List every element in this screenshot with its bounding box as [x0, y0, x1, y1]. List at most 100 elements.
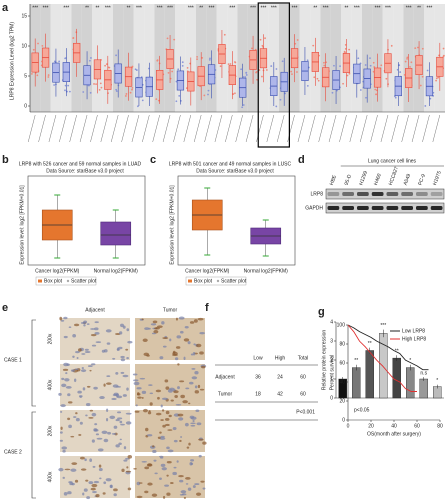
- ihc-cell: [184, 422, 189, 427]
- ihc-cell: [159, 477, 162, 481]
- x-tick-label-stub: [411, 114, 420, 143]
- ihc-cell: [141, 318, 144, 321]
- ihc-cell: [61, 446, 68, 450]
- column-label: Adjacent: [85, 307, 105, 313]
- ihc-cell: [172, 427, 177, 431]
- ihc-cell: [185, 477, 191, 480]
- ihc-cell: [180, 330, 184, 334]
- ihc-cell: [92, 465, 96, 468]
- ihc-cell: [164, 379, 169, 383]
- ihc-cell: [93, 480, 100, 484]
- scatter-dot: [90, 57, 92, 59]
- ihc-image: [60, 318, 130, 360]
- scatter-dot: [157, 99, 160, 102]
- blot-band: [416, 206, 428, 210]
- scatter-dot: [125, 93, 128, 95]
- ihc-cell: [199, 351, 204, 355]
- significance: ***: [250, 5, 256, 11]
- ihc-cell: [153, 329, 159, 334]
- x-tick-label-stub: [162, 114, 171, 143]
- legend-label: Box plot: [194, 278, 213, 284]
- x-tick-label-stub: [100, 114, 109, 143]
- scatter-dot: [167, 71, 170, 74]
- scatter-dot: [346, 74, 349, 77]
- scatter-dot: [234, 92, 236, 95]
- scatter-dot: [421, 47, 424, 50]
- scatter-dot: [270, 65, 273, 67]
- ihc-cell: [194, 483, 200, 486]
- scatter-dot: [207, 93, 209, 96]
- scatter-dot: [115, 90, 118, 93]
- x-tick-label: Normal log2(FPKM): [94, 268, 139, 274]
- ihc-cell: [86, 323, 90, 326]
- ihc-cell: [115, 444, 120, 448]
- ihc-cell: [70, 468, 77, 472]
- ihc-cell: [202, 487, 206, 490]
- blot: [325, 202, 445, 214]
- ihc-cell: [68, 481, 73, 484]
- ihc-cell: [141, 390, 147, 394]
- significance: ***: [157, 5, 163, 11]
- ihc-cell: [156, 325, 163, 329]
- ihc-cell: [73, 416, 77, 418]
- ihc-cell: [142, 338, 148, 343]
- significance: ***: [375, 5, 381, 11]
- ihc-cell: [175, 346, 181, 349]
- table-cell: 60: [300, 374, 306, 380]
- significance: **: [313, 5, 317, 11]
- ihc-cell: [166, 492, 171, 496]
- scatter-dot: [36, 74, 39, 77]
- ihc-cell: [91, 439, 95, 443]
- ihc-cell: [103, 481, 107, 485]
- ihc-cell: [84, 458, 87, 462]
- scatter-dot: [89, 59, 91, 62]
- ihc-cell: [94, 332, 100, 335]
- ihc-cell: [191, 376, 198, 380]
- significance: ***: [167, 5, 173, 11]
- ihc-cell: [151, 332, 156, 335]
- ihc-cell: [94, 327, 99, 331]
- x-tick-label-stub: [256, 114, 264, 143]
- scatter-dot: [255, 71, 257, 74]
- ihc-cell: [64, 468, 71, 471]
- ihc-cell: [161, 467, 167, 471]
- scatter-dot: [281, 60, 284, 63]
- scatter-dot: [317, 79, 320, 82]
- x-tick-label-stub: [422, 114, 430, 143]
- plot-frame: [27, 175, 146, 266]
- y-tick-label: 100: [337, 322, 346, 328]
- ihc-cell: [197, 384, 201, 389]
- scatter-dot: [64, 89, 66, 92]
- ihc-cell: [152, 445, 155, 448]
- scatter-dot: [208, 58, 211, 61]
- scatter-dot: [442, 54, 445, 57]
- scatter-dot: [406, 57, 408, 60]
- scatter-dot: [41, 44, 44, 47]
- ihc-cell: [73, 323, 80, 327]
- ihc-cell: [159, 437, 166, 440]
- ihc-cell: [58, 467, 64, 472]
- ihc-cell: [166, 461, 172, 464]
- ihc-cell: [177, 386, 180, 390]
- x-tick-label-stub: [225, 114, 233, 143]
- scatter-dot: [223, 33, 226, 36]
- panel-subtitle: Data Source: starBase v3.0 project: [196, 168, 274, 174]
- y-axis-label: Percent survival: [329, 355, 335, 391]
- scatter-dot: [380, 64, 383, 67]
- ihc-cell: [120, 358, 126, 362]
- x-axis-label: OS(month after surgery): [367, 431, 421, 437]
- ihc-cell: [190, 459, 195, 462]
- ihc-cell: [74, 368, 79, 370]
- blot-band: [327, 192, 340, 196]
- magnification: 200x: [47, 333, 53, 344]
- scatter-dot: [333, 64, 335, 67]
- ihc-cell: [164, 484, 169, 487]
- ihc-cell: [98, 467, 103, 472]
- ihc-cell: [155, 327, 158, 330]
- ihc-cell: [101, 349, 106, 353]
- ihc-cell: [147, 411, 152, 415]
- scatter-dot: [435, 79, 438, 82]
- scatter-dot: [296, 71, 298, 73]
- x-tick-label-stub: [193, 114, 202, 143]
- ihc-cell: [162, 495, 166, 499]
